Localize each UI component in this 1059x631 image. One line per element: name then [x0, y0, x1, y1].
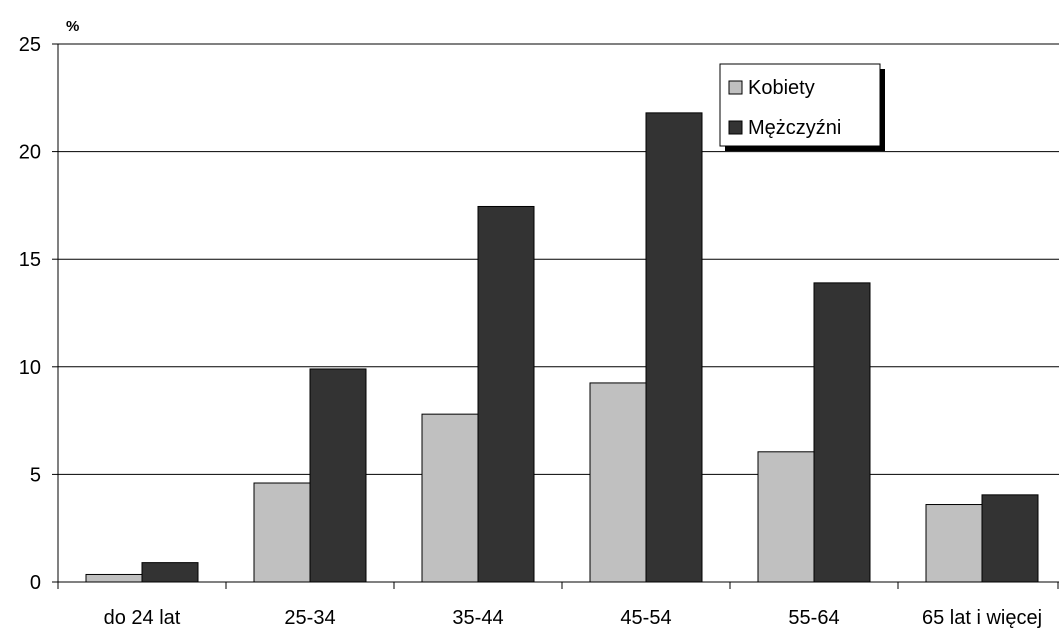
bar-mezczyzni [477, 205, 535, 583]
y-tick-label: 25 [19, 34, 41, 56]
legend-label: Kobiety [748, 77, 815, 99]
bars [85, 112, 1039, 583]
legend-swatch [728, 120, 743, 135]
bar-mezczyzni [645, 112, 703, 583]
x-tick-label: 45-54 [620, 607, 671, 629]
y-tick-label: 15 [19, 249, 41, 271]
legend: Kobiety Mężczyźni [719, 63, 885, 151]
bar-mezczyzni [141, 562, 199, 583]
bar-mezczyzni [981, 494, 1039, 583]
bar-kobiety [757, 451, 815, 583]
gridlines [58, 43, 1059, 475]
y-tick-label: 20 [19, 142, 41, 164]
bar-kobiety [589, 382, 647, 583]
axes: 0 5 10 15 20 25 do 24 lat 25-34 35-44 45-54 55-64 6… [19, 34, 1059, 629]
x-tick-label: 55-64 [788, 607, 839, 629]
bar-kobiety [253, 482, 311, 583]
x-tick-label: 35-44 [452, 607, 503, 629]
y-tick-label: 10 [19, 357, 41, 379]
x-tick-label: 65 lat i więcej [922, 607, 1042, 629]
bar-kobiety [421, 413, 479, 583]
bar-mezczyzni [309, 368, 367, 583]
bar-mezczyzni [813, 282, 871, 583]
y-axis-unit-label: % [66, 18, 79, 35]
y-tick-label: 0 [30, 572, 41, 594]
bar-kobiety [85, 573, 143, 583]
x-tick-label: 25-34 [284, 607, 335, 629]
bar-kobiety [925, 504, 983, 583]
legend-box [719, 63, 881, 147]
y-tick-label: 5 [30, 464, 41, 486]
legend-label: Mężczyźni [748, 117, 841, 139]
legend-swatch [728, 80, 743, 95]
x-tick-label: do 24 lat [104, 607, 181, 629]
